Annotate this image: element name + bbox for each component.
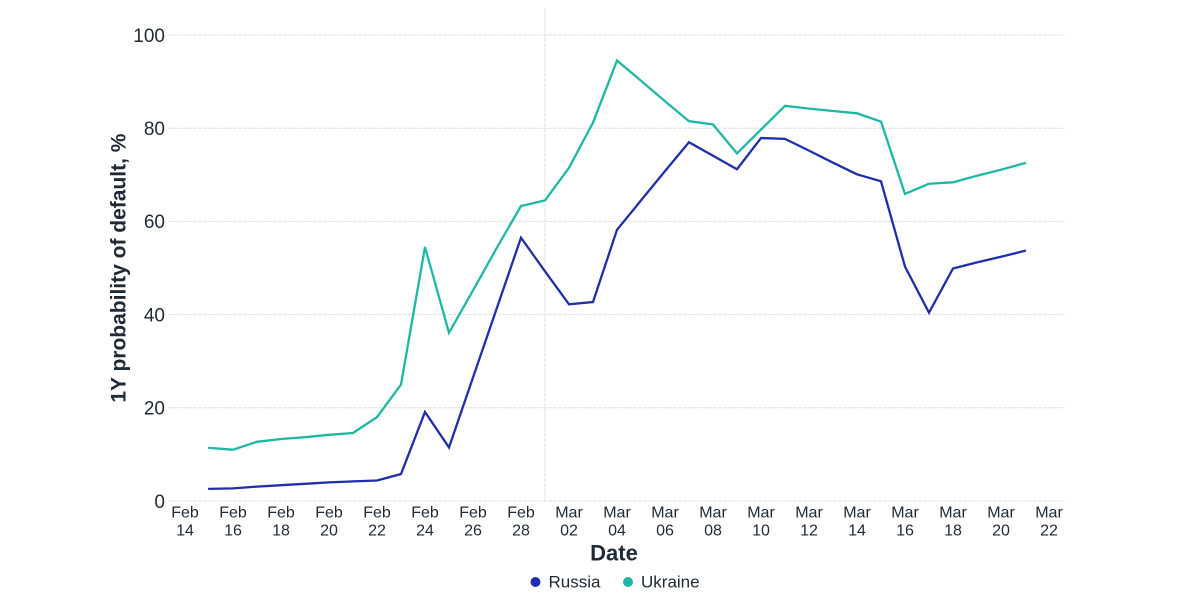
svg-text:10: 10: [752, 523, 770, 540]
svg-text:40: 40: [144, 305, 165, 326]
svg-text:28: 28: [512, 523, 530, 540]
svg-text:Mar: Mar: [699, 505, 727, 522]
svg-text:14: 14: [848, 523, 866, 540]
svg-text:22: 22: [1040, 523, 1058, 540]
svg-text:Feb: Feb: [219, 505, 247, 522]
svg-text:Ukraine: Ukraine: [641, 573, 700, 592]
svg-text:60: 60: [144, 212, 165, 233]
svg-text:Feb: Feb: [267, 505, 295, 522]
svg-text:Russia: Russia: [549, 573, 602, 592]
svg-text:Feb: Feb: [459, 505, 487, 522]
svg-text:1Y probability of default, %: 1Y probability of default, %: [108, 133, 131, 402]
svg-text:Mar: Mar: [747, 505, 775, 522]
svg-text:0: 0: [154, 492, 165, 513]
svg-text:Mar: Mar: [843, 505, 871, 522]
svg-text:Mar: Mar: [939, 505, 967, 522]
svg-text:Feb: Feb: [315, 505, 343, 522]
svg-text:04: 04: [608, 523, 626, 540]
svg-text:20: 20: [144, 399, 165, 420]
svg-text:22: 22: [368, 523, 386, 540]
svg-text:Mar: Mar: [651, 505, 679, 522]
svg-text:16: 16: [896, 523, 914, 540]
svg-text:08: 08: [704, 523, 722, 540]
svg-text:Feb: Feb: [363, 505, 391, 522]
svg-text:16: 16: [224, 523, 242, 540]
svg-text:100: 100: [133, 26, 165, 47]
svg-text:Mar: Mar: [987, 505, 1015, 522]
svg-text:18: 18: [944, 523, 962, 540]
svg-text:Mar: Mar: [603, 505, 631, 522]
svg-text:14: 14: [176, 523, 194, 540]
svg-text:Mar: Mar: [1035, 505, 1063, 522]
svg-text:18: 18: [272, 523, 290, 540]
svg-text:06: 06: [656, 523, 674, 540]
svg-text:Date: Date: [590, 541, 638, 566]
svg-text:12: 12: [800, 523, 818, 540]
svg-text:26: 26: [464, 523, 482, 540]
svg-text:02: 02: [560, 523, 578, 540]
svg-text:Mar: Mar: [891, 505, 919, 522]
svg-text:24: 24: [416, 523, 434, 540]
svg-text:80: 80: [144, 119, 165, 140]
svg-text:20: 20: [320, 523, 338, 540]
svg-text:Mar: Mar: [555, 505, 583, 522]
svg-text:Mar: Mar: [795, 505, 823, 522]
svg-text:Feb: Feb: [507, 505, 535, 522]
svg-text:Feb: Feb: [411, 505, 439, 522]
svg-text:Feb: Feb: [171, 505, 199, 522]
svg-text:20: 20: [992, 523, 1010, 540]
